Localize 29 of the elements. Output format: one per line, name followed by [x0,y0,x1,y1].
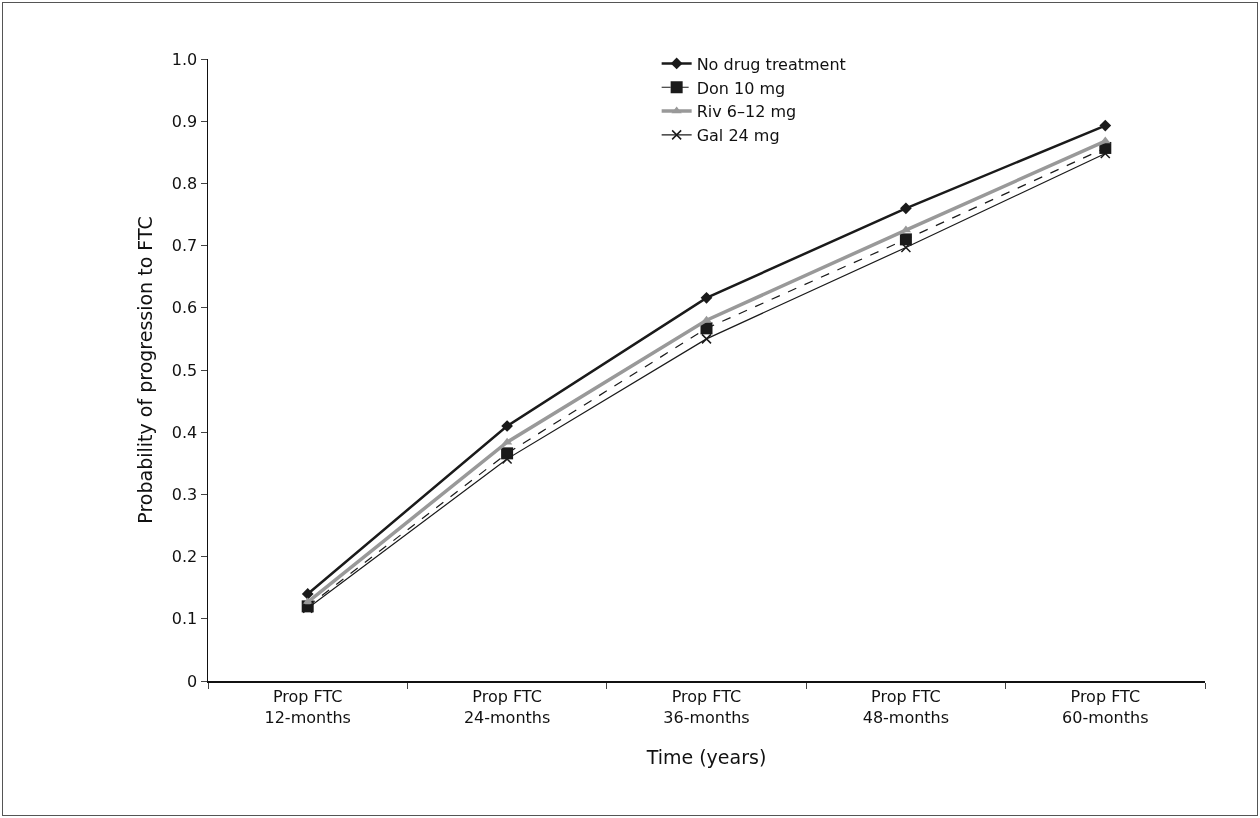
y-tick-label: 0 [187,671,198,691]
y-tick-label: 0.6 [171,298,198,318]
point [701,333,712,345]
point [700,322,713,335]
y-tick-label: 0.2 [171,547,198,567]
legend-label: No drug treatment [696,54,846,74]
x-tick-label: Prop FTC 48-months [862,686,950,727]
point [301,588,314,600]
x-tick-label: Prop FTC 24-months [463,686,551,727]
x-tick-label: Prop FTC 12-months [264,686,351,727]
x-tick-label: Prop FTC 36-months [663,686,750,727]
y-tick-label: 0.8 [171,174,198,193]
legend-label: Don 10 mg [696,78,786,98]
point [1099,119,1112,132]
x-axis-title: Time (years) [645,746,767,769]
y-tick-label: 0.1 [171,609,198,629]
point [700,292,713,304]
legend-label: Gal 24 mg [696,126,780,146]
point [899,233,912,246]
y-tick-label: 0.5 [171,360,198,380]
x-tick-label: Prop FTC 60-months [1062,686,1149,727]
y-tick-label: 0.3 [171,485,198,504]
y-tick-label: 0.4 [171,422,198,442]
y-tick-label: 0.9 [171,111,198,131]
y-tick-label: 1.0 [171,49,198,69]
y-tick-label: 0.7 [171,236,198,256]
legend-label: Riv 6–12 mg [696,102,797,122]
y-axis-title: Probability of progression to FTC [133,216,156,524]
point [900,202,912,215]
